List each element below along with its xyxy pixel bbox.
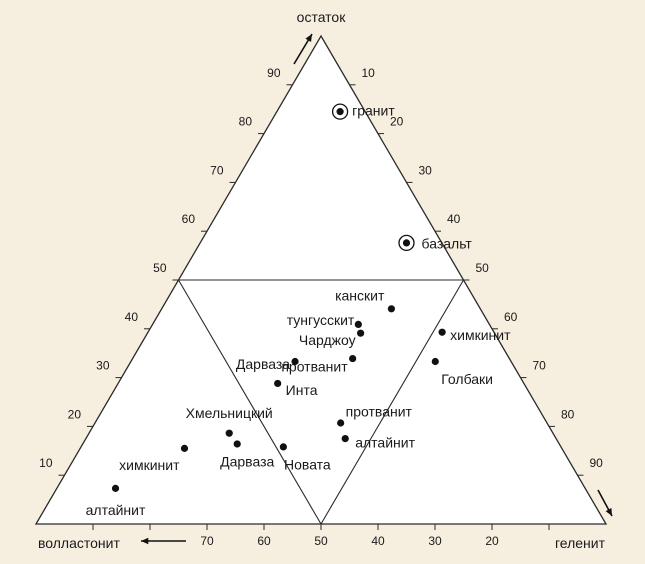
point-ring	[331, 103, 349, 120]
data-point: Новата	[279, 443, 331, 473]
data-point: Дарваза	[220, 440, 275, 470]
data-point: Дарваза	[236, 356, 299, 372]
data-point: алтайнит	[86, 484, 146, 518]
point-marker	[354, 320, 362, 329]
point-label: Дарваза	[220, 454, 274, 470]
right-tick-label: 10	[362, 66, 376, 80]
arrow-down-right-icon	[597, 489, 613, 517]
data-point: протванит	[281, 354, 357, 374]
point-marker	[233, 440, 241, 448]
bottom-tick-label: 60	[257, 534, 271, 548]
data-point: Голбаки	[431, 357, 493, 387]
left-tick-label: 60	[182, 212, 196, 226]
point-label: базальт	[422, 236, 473, 252]
bottom-tick-label: 20	[485, 534, 499, 548]
point-label: химкинит	[119, 457, 180, 473]
point-label: Новата	[284, 457, 331, 473]
point-label: химкинит	[450, 327, 511, 343]
inner-triangle-lines	[178, 279, 464, 525]
data-point: алтайнит	[341, 434, 416, 450]
point-marker	[402, 239, 411, 247]
point-marker	[291, 357, 299, 366]
inner-line-left	[178, 279, 322, 525]
data-point: Чарджоу	[299, 329, 365, 348]
direction-arrows	[141, 33, 613, 545]
left-tick-label: 70	[210, 163, 224, 177]
arrow-left-icon	[141, 537, 186, 545]
right-tick-label: 70	[533, 359, 547, 373]
point-label: Дарваза	[236, 356, 290, 372]
data-points: гранит базальт канскит тунгусскит Чарджоу про…	[86, 102, 511, 518]
point-marker	[111, 484, 120, 492]
data-point: химкинит	[438, 327, 511, 343]
left-tick-label: 40	[125, 310, 139, 324]
right-tick-label: 80	[561, 407, 575, 421]
point-marker	[225, 429, 233, 437]
right-tick-label: 20	[390, 115, 404, 129]
data-point: гранит	[331, 102, 395, 120]
point-marker	[337, 419, 345, 427]
vertex-label-top: остаток	[297, 9, 347, 25]
bottom-tick-label: 30	[428, 534, 442, 548]
left-tick-label: 30	[96, 359, 110, 373]
left-tick-label: 90	[267, 66, 281, 80]
point-marker	[431, 357, 439, 366]
point-label: гранит	[352, 102, 395, 118]
left-tick-label: 20	[68, 407, 82, 421]
point-label: Инта	[286, 382, 318, 398]
point-marker	[336, 108, 344, 116]
data-point: канскит	[335, 287, 395, 313]
vertex-label-bottom-left: волластонит	[38, 535, 120, 551]
right-tick-label: 30	[419, 163, 433, 177]
point-marker	[279, 443, 287, 451]
data-point: протванит	[337, 404, 413, 427]
left-tick-label: 50	[153, 261, 167, 275]
bottom-tick-label: 40	[371, 534, 385, 548]
left-tick-label: 80	[239, 115, 253, 129]
point-marker	[438, 328, 446, 336]
right-tick-label: 50	[476, 261, 490, 275]
bottom-tick-label: 70	[200, 534, 214, 548]
point-marker	[180, 444, 189, 452]
data-point: тунгусскит	[287, 312, 362, 328]
bottom-tick-label: 50	[314, 534, 328, 548]
point-label: Чарджоу	[299, 332, 356, 348]
point-marker	[341, 435, 349, 443]
data-point: Хмельницкий	[186, 405, 273, 437]
point-label: Хмельницкий	[186, 405, 273, 421]
data-point: базальт	[398, 234, 473, 252]
point-marker	[349, 354, 357, 363]
point-marker	[387, 305, 395, 313]
point-marker	[357, 329, 365, 337]
data-point: Инта	[274, 379, 318, 398]
point-label: тунгусскит	[287, 312, 355, 328]
arrow-up-icon	[293, 33, 313, 65]
right-tick-label: 90	[590, 456, 604, 470]
right-tick-label: 40	[447, 212, 461, 226]
point-label: Голбаки	[441, 371, 493, 387]
point-label: канскит	[335, 287, 385, 303]
point-label: алтайнит	[355, 434, 415, 450]
data-point: химкинит	[119, 444, 189, 473]
point-ring	[398, 234, 415, 252]
vertex-label-bottom-right: геленит	[555, 535, 606, 551]
left-tick-label: 10	[39, 456, 53, 470]
point-label: протванит	[281, 358, 348, 374]
right-tick-label: 60	[504, 310, 518, 324]
point-label: алтайнит	[86, 502, 146, 518]
point-marker	[274, 379, 282, 388]
inner-line-right	[320, 279, 464, 525]
tick-labels: 10 20 30 40 50 60 70 80 90 10 20 30 40 50 60 70 80 90 70 60…	[39, 66, 603, 548]
point-label: протванит	[346, 404, 413, 420]
tick-marks	[58, 84, 584, 530]
